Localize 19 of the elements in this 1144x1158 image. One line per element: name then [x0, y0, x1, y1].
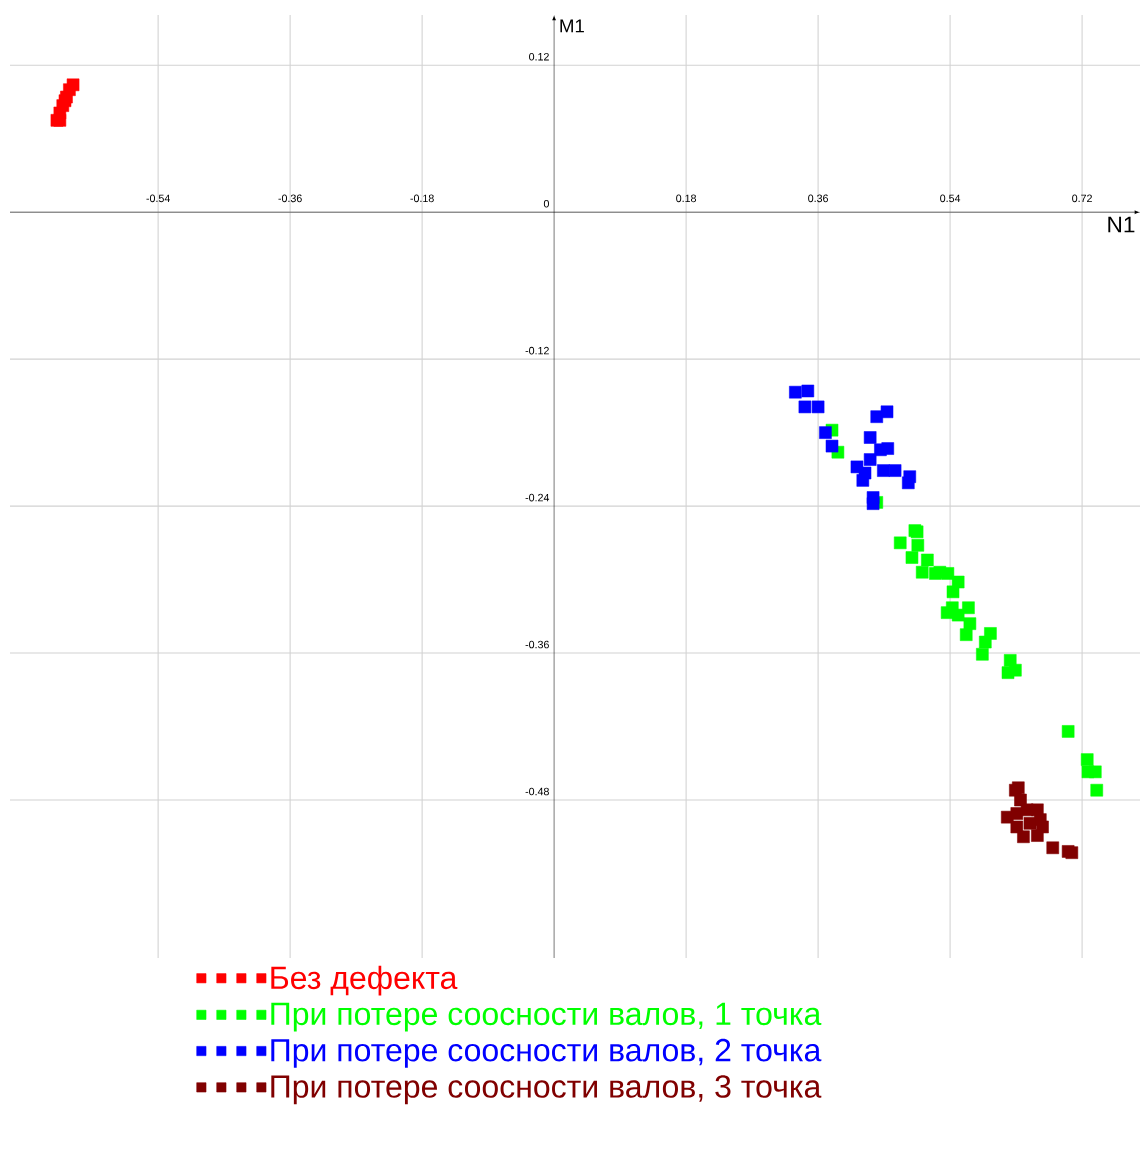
x-tick-label: -0.18: [410, 194, 434, 203]
y-axis-title: M1: [560, 19, 584, 33]
x-tick-label: 0.36: [808, 194, 828, 203]
y-tick-label: 0: [543, 199, 549, 208]
x-tick-label: -0.54: [146, 194, 170, 203]
x-tick-label: 0.54: [940, 194, 961, 203]
y-tick-label: -0.12: [525, 346, 549, 355]
y-tick-label: -0.36: [525, 640, 549, 649]
x-tick-label: 0.72: [1072, 194, 1092, 203]
y-tick-label: 0.12: [529, 52, 549, 61]
legend-label: При потере соосности валов, 2 точка: [271, 1038, 822, 1068]
legend-label: Без дефекта: [271, 965, 458, 996]
x-tick-label: 0.18: [676, 194, 697, 203]
x-tick-label: -0.36: [278, 194, 302, 203]
y-tick-label: -0.48: [525, 787, 549, 796]
legend-label: При потере соосности валов, 1 точка: [271, 1002, 822, 1032]
legend-label: При потере соосности валов, 3 точка: [271, 1075, 822, 1105]
y-tick-label: -0.24: [525, 493, 550, 502]
x-axis-title: N1: [1108, 216, 1135, 233]
